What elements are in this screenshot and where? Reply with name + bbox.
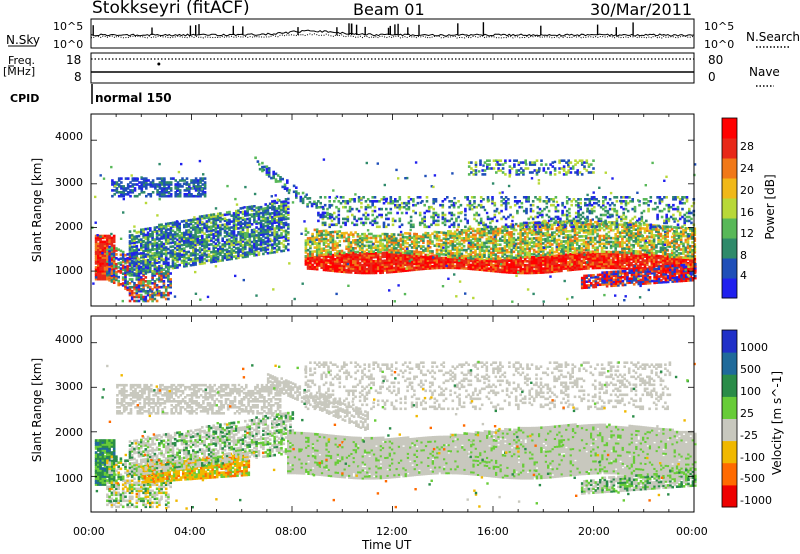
power-cbar-cell [722, 118, 737, 139]
power-cbar-cell [722, 158, 737, 179]
velocity-cbar-cell [722, 484, 737, 508]
power-ytick-1000: 1000 [55, 264, 83, 277]
power-cbar-cell [722, 198, 737, 219]
power-cbar-cell [722, 138, 737, 159]
velocity-cbar-cell [722, 396, 737, 419]
velocity-ylabel: Slant Range [km] [30, 357, 44, 463]
xtick-2400: 00:00 [676, 525, 708, 538]
velocity-main-grey [287, 423, 697, 480]
count-tick-low-right: 10^0 [704, 38, 735, 51]
power-cbar-cell [722, 218, 737, 239]
velocity-cbar-frame [721, 329, 738, 508]
power-cbar-cell [722, 238, 737, 259]
xtick-0400: 04:00 [174, 525, 206, 538]
velocity-cbar-tick-m1000: -1000 [740, 494, 772, 507]
nsearch-label: N.Search [746, 30, 800, 44]
velocity-cbar-tick-m100: -100 [740, 451, 765, 464]
power-main-top [317, 196, 696, 229]
power-main-upper [304, 219, 697, 260]
velocity-cbar-cell [722, 462, 737, 486]
power-cbar-frame [721, 117, 738, 299]
velocity-ytick-3000: 3000 [55, 380, 83, 393]
axis-ticks [90, 114, 695, 512]
freq-tick-18: 18 [66, 53, 82, 67]
date-label: 30/Mar/2011 [590, 0, 693, 19]
power-cbar-tick-4: 4 [740, 269, 747, 282]
strip-nsky-frame [90, 18, 695, 49]
velocity-cbar-tick-25: 25 [740, 407, 754, 420]
velocity-cbar-cell [722, 330, 737, 353]
nave-tick-0: 0 [708, 70, 716, 84]
station-title: Stokkseyri (fitACF) [92, 0, 250, 18]
power-ytick-4000: 4000 [55, 130, 83, 143]
xlabel: Time UT [362, 538, 412, 552]
strip-traces [90, 22, 695, 73]
power-cbar-label: Power [dB] [763, 174, 777, 240]
freq-outlier-dot [157, 62, 161, 66]
colorbars [721, 117, 738, 508]
velocity-cbar-cell [722, 352, 737, 375]
velocity-cbar-cell [722, 440, 737, 464]
count-tick-low-left: 10^0 [53, 38, 84, 51]
power-diagonal-streak [254, 156, 332, 220]
nave-tick-80: 80 [708, 53, 724, 67]
power-cbar-tick-8: 8 [740, 249, 747, 262]
velocity-cbar-tick-m500: -500 [740, 472, 765, 485]
velocity-cbar-cell [722, 374, 737, 397]
cpid-value: normal 150 [95, 91, 172, 105]
velocity-upper-grey [116, 383, 282, 415]
velocity-ytick-4000: 4000 [55, 333, 83, 346]
beam-label: Beam 01 [353, 0, 425, 19]
scatter-echo-bands [91, 156, 697, 510]
velocity-diagonal-grey [266, 373, 369, 431]
velocity-early-green-echo [94, 439, 116, 486]
velocity-cbar-tick-100: 100 [740, 385, 761, 398]
velocity-ytick-1000: 1000 [55, 472, 83, 485]
power-cbar-tick-28: 28 [740, 140, 754, 153]
power-morning-band [128, 197, 290, 277]
nsky-spikes [92, 22, 634, 35]
power-ytick-2000: 2000 [55, 220, 83, 233]
power-cbar-tick-24: 24 [740, 162, 754, 175]
power-cbar-tick-12: 12 [740, 227, 754, 240]
strip-freq-frame [90, 52, 695, 84]
nsky-trace [90, 29, 695, 37]
freq-unit: [MHz] [3, 65, 36, 78]
power-specks [91, 158, 697, 303]
power-late-low-band [580, 263, 697, 290]
xtick-1600: 16:00 [477, 525, 509, 538]
nsearch-trace [90, 33, 695, 39]
nave-label: Nave [749, 65, 780, 79]
power-ylabel: Slant Range [km] [30, 157, 44, 263]
power-cbar-tick-16: 16 [740, 206, 754, 219]
count-tick-high-left: 10^5 [53, 20, 84, 33]
velocity-cbar-cell [722, 418, 737, 442]
velocity-high-grey [304, 361, 672, 411]
velocity-specks [95, 360, 696, 510]
power-ytick-3000: 3000 [55, 176, 83, 189]
xtick-0000: 00:00 [73, 525, 105, 538]
freq-label: Freq. [8, 54, 36, 67]
xtick-2000: 20:00 [578, 525, 610, 538]
velocity-cbar-tick-m25: -25 [740, 429, 758, 442]
velocity-ytick-2000: 2000 [55, 426, 83, 439]
cpid-label: CPID [10, 92, 40, 105]
power-high-patch [467, 159, 595, 176]
count-tick-high-right: 10^5 [704, 20, 735, 33]
xtick-0800: 08:00 [275, 525, 307, 538]
xtick-1200: 12:00 [376, 525, 408, 538]
freq-tick-8: 8 [74, 70, 82, 84]
nsky-label: N.Sky [6, 33, 41, 47]
power-cbar-cell [722, 178, 737, 199]
power-cbar-tick-20: 20 [740, 184, 754, 197]
power-cbar-cell [722, 278, 737, 299]
velocity-cbar-tick-1000: 1000 [740, 341, 768, 354]
velocity-cbar-label: Velocity [m s^-1] [770, 370, 784, 476]
velocity-cbar-tick-500: 500 [740, 363, 761, 376]
power-cbar-cell [722, 258, 737, 279]
velocity-late-low-band [580, 468, 697, 495]
